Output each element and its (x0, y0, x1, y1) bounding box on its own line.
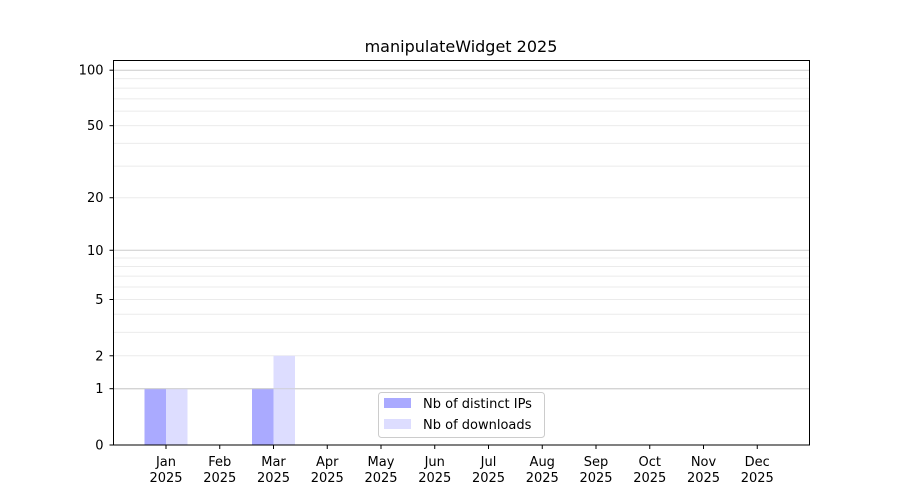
y-tick-label: 100 (79, 64, 104, 79)
y-tick-label: 5 (95, 293, 103, 308)
x-tick-label: Sep 2025 (579, 455, 612, 486)
x-axis: Jan 2025 Feb 2025 Mar 2025 Apr 2025 May 2025 Jun 20… (149, 445, 774, 486)
legend-label: Nb of downloads (423, 418, 532, 433)
x-tick-label: Dec 2025 (741, 455, 774, 486)
legend-label: Nb of distinct IPs (423, 397, 532, 412)
y-tick-label: 1 (95, 382, 103, 397)
x-tick-label: Jul 2025 (472, 455, 505, 486)
x-tick-label: May 2025 (364, 455, 397, 486)
bar-downloads (166, 388, 188, 445)
x-tick-label: Apr 2025 (311, 455, 344, 486)
plot-frame (113, 60, 810, 446)
y-tick-label: 10 (87, 244, 104, 259)
x-tick-label: Mar 2025 (257, 455, 290, 486)
legend: Nb of distinct IPs Nb of downloads (378, 392, 545, 438)
legend-swatch (384, 419, 411, 429)
gridlines (113, 69, 810, 390)
bar-distinct-ips (252, 388, 274, 445)
legend-swatch (384, 398, 411, 408)
x-tick-label: Nov 2025 (687, 455, 720, 486)
x-tick-label: Oct 2025 (633, 455, 666, 486)
y-tick-label: 2 (95, 349, 103, 364)
y-tick-label: 0 (95, 439, 103, 454)
bar-downloads (273, 355, 295, 445)
chart-title: manipulateWidget 2025 (365, 37, 558, 56)
x-tick-label: Aug 2025 (526, 455, 559, 486)
legend-box (378, 392, 545, 438)
bars (113, 355, 810, 445)
x-tick-label: Jan 2025 (149, 455, 182, 486)
bar-distinct-ips (144, 388, 166, 445)
x-tick-label: Feb 2025 (203, 455, 236, 486)
x-tick-label: Jun 2025 (418, 455, 451, 486)
y-tick-label: 50 (87, 119, 104, 134)
y-tick-label: 20 (87, 191, 104, 206)
y-axis: 0 1 2 5 10 20 50 100 (79, 64, 114, 454)
